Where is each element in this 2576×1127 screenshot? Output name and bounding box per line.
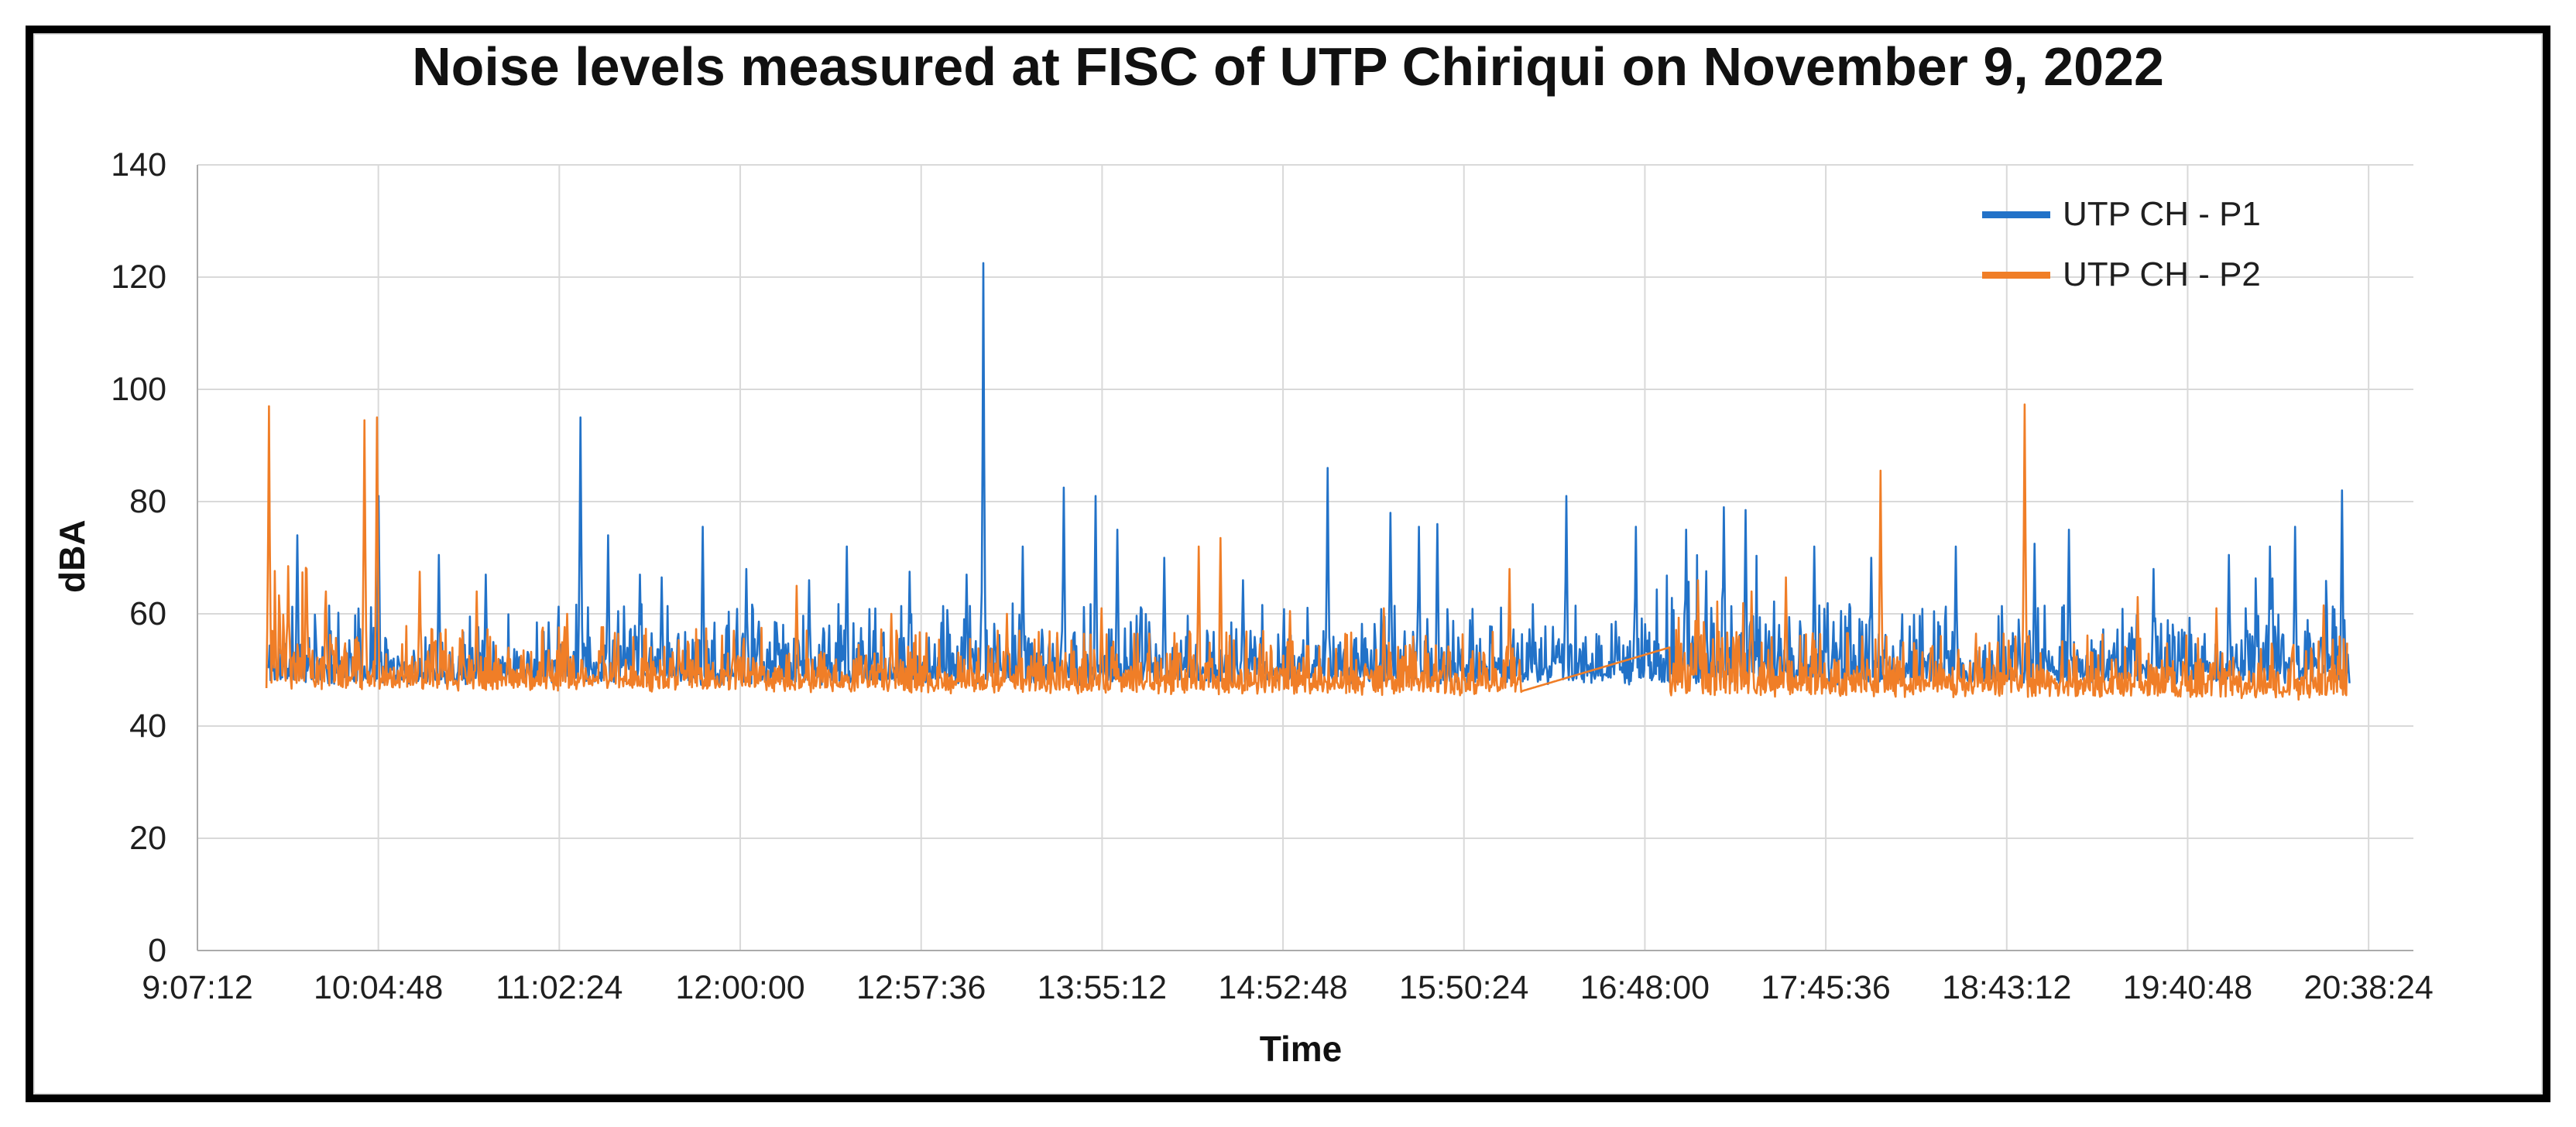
x-tick-label: 13:55:12: [1037, 969, 1168, 1006]
y-tick-label: 80: [129, 483, 166, 520]
x-tick-label: 16:48:00: [1580, 969, 1710, 1006]
x-tick-label: 17:45:36: [1761, 969, 1891, 1006]
x-tick-label: 10:04:48: [313, 969, 444, 1006]
y-tick-label: 100: [111, 371, 166, 408]
chart-outer-border: [26, 26, 2550, 1102]
x-tick-label: 18:43:12: [1942, 969, 2072, 1006]
legend: UTP CH - P1 UTP CH - P2: [1982, 195, 2261, 294]
y-tick-label: 0: [148, 932, 166, 969]
legend-label-p1: UTP CH - P1: [2063, 195, 2261, 233]
x-tick-label: 20:38:24: [2303, 969, 2434, 1006]
x-tick-label: 12:00:00: [675, 969, 805, 1006]
y-tick-label: 120: [111, 259, 166, 296]
x-tick-label: 19:40:48: [2122, 969, 2253, 1006]
x-tick-label: 9:07:12: [142, 969, 253, 1006]
chart-title: Noise levels measured at FISC of UTP Chi…: [412, 36, 2164, 97]
legend-item-p2: UTP CH - P2: [1982, 255, 2261, 294]
y-tick-label: 140: [111, 146, 166, 183]
x-tick-label: 14:52:48: [1218, 969, 1348, 1006]
legend-line-p1-swatch: [1982, 211, 2050, 218]
series-utp-ch-p2: [265, 403, 2348, 701]
chart-area-frame: [33, 33, 2543, 1094]
x-tick-label: 12:57:36: [856, 969, 986, 1006]
y-tick-label: 60: [129, 595, 166, 632]
legend-item-p1: UTP CH - P1: [1982, 195, 2261, 234]
x-tick-label: 11:02:24: [496, 969, 623, 1006]
legend-label-p2: UTP CH - P2: [2063, 255, 2261, 293]
y-axis-title: dBA: [52, 519, 92, 593]
x-tick-label: 15:50:24: [1399, 969, 1529, 1006]
x-axis-title: Time: [1259, 1029, 1343, 1069]
y-tick-label: 40: [129, 707, 166, 745]
legend-line-p2-swatch: [1982, 271, 2050, 279]
series-utp-ch-p1: [266, 262, 2351, 687]
y-tick-label: 20: [129, 820, 166, 857]
